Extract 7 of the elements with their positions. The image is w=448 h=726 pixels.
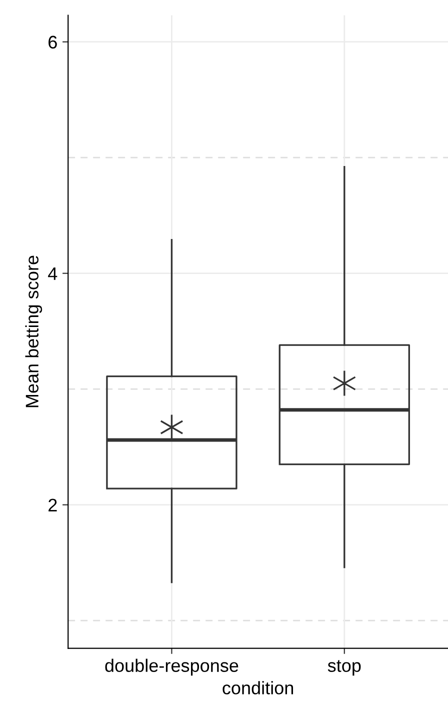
- y-tick-label: 4: [48, 267, 58, 280]
- y-tick-label: 2: [48, 498, 57, 512]
- x-tick-label: stop: [328, 660, 361, 676]
- x-tick-label: double-response: [105, 658, 238, 676]
- y-axis-title: Mean betting score: [25, 256, 42, 408]
- x-axis-title: condition: [222, 681, 294, 694]
- y-tick-label: 6: [48, 36, 57, 49]
